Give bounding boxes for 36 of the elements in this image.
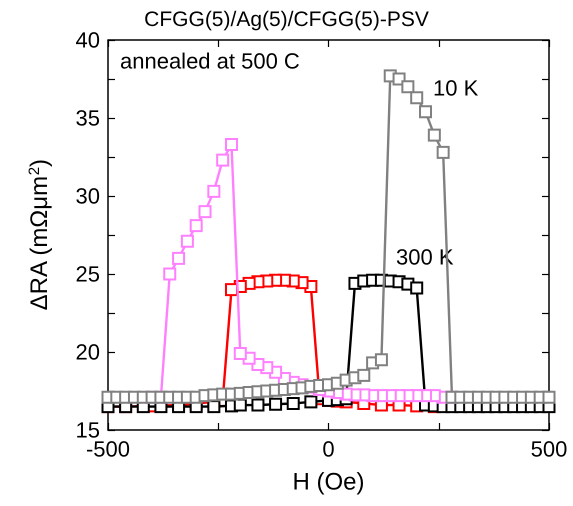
- point: [172, 252, 186, 265]
- point: [216, 154, 230, 167]
- x-tick-label: 0: [322, 436, 335, 462]
- y-tick-label: 30: [76, 184, 100, 208]
- point: [234, 347, 247, 360]
- point: [419, 105, 432, 118]
- point: [269, 398, 282, 411]
- point: [401, 80, 414, 94]
- point: [163, 268, 176, 280]
- point: [428, 128, 441, 142]
- point: [207, 184, 220, 198]
- point: [542, 390, 556, 404]
- point: [410, 282, 424, 295]
- annotation: annealed at 500 C: [120, 48, 300, 74]
- y-tick-label: 20: [76, 340, 100, 364]
- point: [436, 146, 450, 159]
- point: [224, 283, 238, 296]
- point: [286, 396, 300, 410]
- point: [198, 205, 212, 218]
- point: [374, 353, 388, 366]
- y-tick-label: 40: [76, 28, 100, 52]
- point: [251, 398, 264, 412]
- y-tick-label: 35: [76, 106, 100, 130]
- point: [304, 395, 318, 408]
- y-tick-label: 25: [76, 262, 100, 286]
- point: [392, 72, 406, 86]
- x-tick-label: 500: [530, 436, 568, 462]
- point: [190, 219, 203, 232]
- point: [410, 91, 424, 104]
- point: [224, 138, 238, 152]
- annotation: 10 K: [433, 76, 479, 100]
- y-axis-title: ΔRA (mΩμm2): [26, 158, 53, 310]
- point: [357, 368, 370, 382]
- x-axis-title: H (Oe): [292, 468, 364, 496]
- point: [180, 234, 194, 248]
- chart-title: CFGG(5)/Ag(5)/CFGG(5)-PSV: [144, 8, 429, 31]
